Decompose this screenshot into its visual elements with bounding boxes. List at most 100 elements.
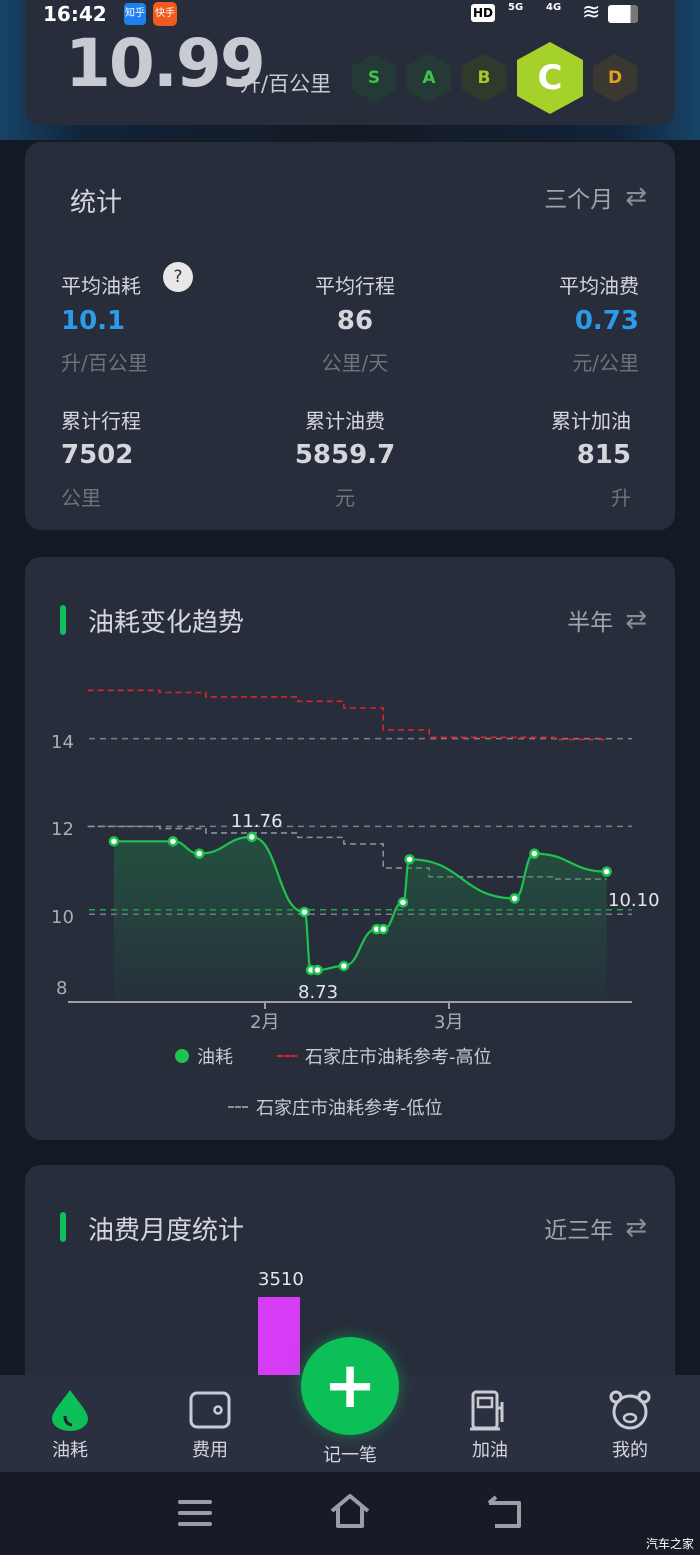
y-tick-10: 10 [51, 907, 74, 928]
bear-icon [609, 1390, 651, 1430]
swap-icon: ⇄ [625, 1213, 647, 1243]
zhihu-app-icon: 知乎 [124, 3, 146, 25]
back-icon[interactable] [485, 1495, 525, 1529]
y-tick-8: 8 [56, 978, 67, 999]
wallet-icon [189, 1391, 231, 1429]
add-record-button[interactable]: + [301, 1337, 399, 1435]
reference-low-line [87, 825, 607, 880]
consumption-point [601, 866, 612, 877]
total-fuel-unit: 升 [611, 486, 631, 510]
stats-period-switch[interactable]: 三个月 ⇄ [544, 180, 647, 214]
nav-expenses[interactable]: 费用 [170, 1388, 250, 1462]
avg-data-label: 10.10 [608, 890, 660, 911]
grade-b: B [462, 54, 506, 102]
consumption-unit: 升/百公里 [240, 72, 332, 96]
legend-item-high[interactable]: 石家庄市油耗参考-高位 [277, 1043, 492, 1069]
consumption-point [529, 848, 540, 859]
nav-label: 加油 [472, 1440, 508, 1461]
grade-s: S [352, 54, 396, 102]
legend-label: 石家庄市油耗参考-高位 [305, 1047, 492, 1068]
consumption-point [194, 848, 205, 859]
bar-data-label: 3510 [258, 1269, 304, 1290]
max-data-label: 11.76 [231, 811, 283, 832]
consumption-point [108, 836, 120, 847]
trend-chart: 14 12 10 8 2月 3月 11.76 8.73 10.10 [51, 689, 660, 1033]
legend-dash-icon [277, 1055, 297, 1057]
wifi-icon: ≋ [582, 0, 601, 25]
avg-consumption-label: 平均油耗 [61, 274, 141, 298]
avg-consumption-unit: 升/百公里 [61, 351, 148, 375]
stats-title: 统计 [70, 188, 123, 218]
5g-icon: 5G [508, 2, 524, 13]
trend-period-switch[interactable]: 半年 ⇄ [567, 603, 647, 637]
avg-cost-unit: 元/公里 [572, 351, 639, 375]
4g-icon: 4G [546, 2, 562, 13]
consumption-point [509, 893, 520, 904]
min-data-label: 8.73 [298, 982, 338, 1003]
grade-a: A [407, 54, 451, 102]
battery-icon [608, 5, 638, 23]
consumption-point [397, 897, 409, 908]
nav-label-add[interactable]: 记一笔 [323, 1445, 377, 1466]
nav-label: 我的 [612, 1440, 648, 1461]
monthly-period-switch[interactable]: 近三年 ⇄ [544, 1211, 647, 1245]
avg-cost-value: 0.73 [574, 306, 639, 336]
plus-icon: + [323, 1349, 377, 1423]
consumption-point [338, 960, 350, 972]
avg-trip-value: 86 [336, 306, 374, 336]
total-distance-label: 累计行程 [61, 409, 141, 433]
consumption-point [378, 923, 389, 935]
total-cost-unit: 元 [335, 486, 355, 510]
x-tick-feb: 2月 [250, 1012, 279, 1033]
nav-label: 油耗 [52, 1440, 88, 1461]
nav-fuel-consumption[interactable]: 油耗 [30, 1388, 110, 1462]
y-tick-12: 12 [51, 819, 74, 840]
period-label: 三个月 [544, 187, 614, 213]
home-icon[interactable] [329, 1493, 371, 1529]
total-fuel-value: 815 [576, 440, 631, 470]
title-accent-bar [60, 1212, 66, 1242]
consumption-area [113, 836, 607, 1000]
y-tick-14: 14 [51, 732, 74, 753]
avg-trip-label: 平均行程 [315, 274, 395, 298]
legend-item-low[interactable]: 石家庄市油耗参考-低位 [228, 1094, 443, 1120]
reference-high-line [87, 689, 607, 741]
consumption-point [299, 906, 310, 918]
nav-mine[interactable]: 我的 [590, 1388, 670, 1462]
menu-icon[interactable] [177, 1498, 213, 1528]
total-fuel-label: 累计加油 [551, 409, 631, 433]
legend-dash-icon [228, 1106, 248, 1108]
fuel-pump-icon [470, 1390, 504, 1431]
legend-item-consumption[interactable]: 油耗 [175, 1043, 233, 1069]
legend-dot-icon [175, 1049, 189, 1063]
consumption-point [167, 836, 179, 847]
grade-c-active: C [517, 42, 583, 114]
swap-icon: ⇄ [625, 182, 647, 212]
trend-title: 油耗变化趋势 [88, 608, 245, 638]
total-cost-label: 累计油费 [305, 409, 385, 433]
consumption-point [312, 964, 323, 976]
stats-card: 统计 三个月 ⇄ 平均油耗 ? 10.1 升/百公里 平均行程 86 公里/天 … [25, 142, 675, 530]
period-label: 半年 [567, 610, 614, 636]
kuaishou-app-icon: 快手 [153, 2, 177, 26]
x-tick-mar: 3月 [434, 1012, 463, 1033]
avg-consumption-value: 10.1 [61, 306, 126, 336]
status-time: 16:42 [43, 2, 107, 26]
title-accent-bar [60, 605, 66, 635]
total-distance-value: 7502 [61, 440, 134, 470]
total-distance-unit: 公里 [61, 486, 101, 510]
legend-label: 石家庄市油耗参考-低位 [256, 1098, 443, 1119]
help-icon[interactable]: ? [163, 262, 193, 292]
consumption-point [404, 854, 415, 865]
watermark: 汽车之家 [646, 1537, 695, 1551]
drop-icon [52, 1390, 88, 1431]
nav-refuel[interactable]: 加油 [450, 1388, 530, 1462]
consumption-point [246, 831, 258, 843]
system-nav-bar [0, 1472, 700, 1555]
legend-label: 油耗 [197, 1047, 233, 1068]
avg-cost-label: 平均油费 [559, 274, 639, 298]
hd-icon: HD [471, 4, 496, 22]
total-cost-value: 5859.7 [294, 440, 396, 470]
period-label: 近三年 [544, 1218, 614, 1244]
monthly-title: 油费月度统计 [88, 1216, 245, 1246]
